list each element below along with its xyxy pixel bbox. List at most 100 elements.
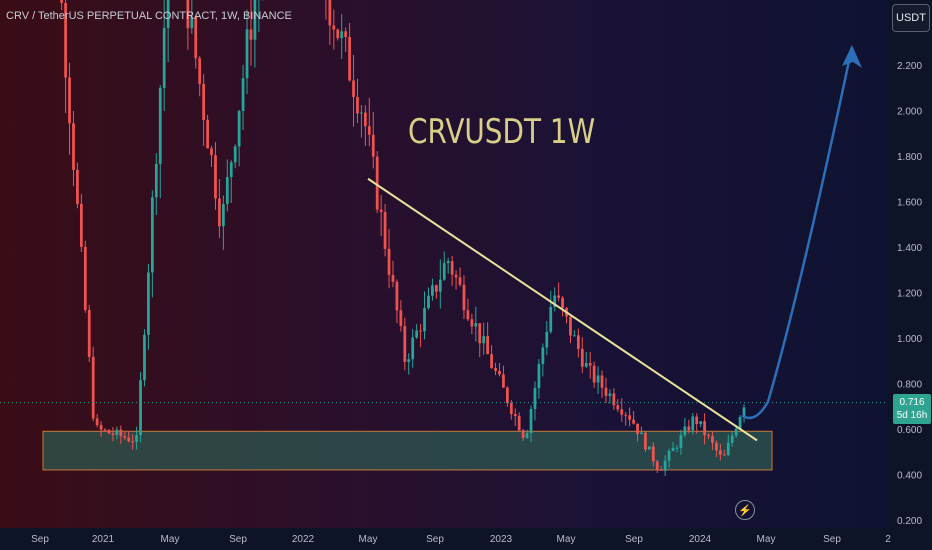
candle-body bbox=[486, 336, 490, 355]
candle-body bbox=[494, 367, 497, 371]
candle-body bbox=[687, 426, 691, 431]
x-tick-label: 2023 bbox=[490, 534, 513, 545]
candle-body bbox=[640, 432, 643, 435]
candle-body bbox=[722, 454, 726, 456]
candle-body bbox=[150, 197, 154, 273]
candle-body bbox=[363, 112, 367, 127]
candle-body bbox=[616, 405, 620, 410]
projection-arrow bbox=[741, 46, 854, 420]
x-tick-label: Sep bbox=[823, 534, 841, 545]
candle-body bbox=[115, 429, 119, 435]
candle-body bbox=[91, 356, 95, 419]
y-tick-label: 1.800 bbox=[897, 152, 922, 163]
candle-body bbox=[72, 123, 75, 170]
candle-body bbox=[707, 435, 710, 437]
candle-body bbox=[458, 277, 462, 285]
x-tick-label: 2024 bbox=[689, 534, 712, 545]
candle-body bbox=[111, 433, 115, 435]
candle-body bbox=[123, 436, 127, 438]
candle-body bbox=[734, 428, 738, 436]
candle-body bbox=[470, 319, 474, 327]
candle-body bbox=[383, 212, 387, 249]
candle-body bbox=[210, 148, 213, 156]
candle-body bbox=[237, 110, 241, 147]
currency-button[interactable]: USDT bbox=[892, 4, 930, 32]
candle-body bbox=[229, 162, 233, 178]
candle-body bbox=[64, 2, 67, 78]
candle-body bbox=[683, 426, 687, 435]
candle-body bbox=[76, 169, 79, 204]
x-tick-label: Sep bbox=[426, 534, 444, 545]
candle-body bbox=[659, 469, 663, 471]
candle-body bbox=[87, 309, 91, 357]
candle-body bbox=[596, 375, 600, 383]
candle-body bbox=[194, 16, 198, 59]
candle-body bbox=[490, 354, 493, 368]
candle-body bbox=[352, 80, 355, 98]
candle-body bbox=[576, 335, 580, 349]
candle-body bbox=[651, 446, 655, 462]
candle-body bbox=[387, 248, 391, 275]
candle-body bbox=[695, 416, 699, 425]
candle-body bbox=[730, 435, 734, 443]
candle-body bbox=[403, 326, 407, 362]
candle-body bbox=[79, 203, 83, 247]
candle-body bbox=[166, 0, 170, 28]
candle-body bbox=[162, 27, 166, 89]
candle-body bbox=[644, 432, 647, 450]
candle-body bbox=[371, 134, 375, 157]
candle-body bbox=[509, 402, 513, 415]
price-axis-background bbox=[888, 0, 932, 550]
candle-body bbox=[537, 364, 541, 389]
y-tick-label: 0.600 bbox=[897, 425, 922, 436]
x-tick-label: Sep bbox=[625, 534, 643, 545]
candle-body bbox=[119, 429, 123, 437]
candle-body bbox=[221, 204, 225, 227]
candle-body bbox=[427, 295, 430, 309]
candle-body bbox=[529, 409, 533, 433]
candle-body bbox=[561, 297, 564, 309]
descending-trendline bbox=[367, 177, 758, 442]
candle-body bbox=[620, 409, 624, 415]
candle-body bbox=[438, 279, 442, 292]
candle-body bbox=[356, 97, 359, 114]
candle-body bbox=[553, 295, 557, 308]
candle-body bbox=[143, 334, 146, 381]
candle-body bbox=[107, 430, 111, 434]
candle-body bbox=[131, 441, 135, 443]
y-tick-label: 0.200 bbox=[897, 516, 922, 527]
candle-body bbox=[395, 281, 399, 311]
candle-body bbox=[545, 331, 549, 348]
lightning-icon[interactable]: ⚡ bbox=[735, 500, 755, 520]
candle-body bbox=[391, 274, 395, 282]
candle-body bbox=[202, 83, 206, 120]
x-tick-label: May bbox=[359, 534, 378, 545]
candle-body bbox=[647, 446, 651, 450]
candle-body bbox=[375, 156, 379, 210]
chart-annotation-title: CRVUSDT 1W bbox=[408, 112, 596, 152]
last-price-value: 0.716 bbox=[899, 397, 925, 408]
candle-body bbox=[604, 387, 608, 396]
candle-body bbox=[632, 419, 635, 424]
candle-body bbox=[541, 347, 545, 365]
candle-body bbox=[103, 429, 107, 431]
candle-body bbox=[419, 330, 422, 332]
candle-body bbox=[655, 461, 659, 470]
candle-body bbox=[225, 177, 229, 205]
candle-body bbox=[431, 285, 434, 296]
x-tick-label: May bbox=[557, 534, 576, 545]
candle-body bbox=[434, 285, 438, 292]
y-tick-label: 1.200 bbox=[897, 289, 922, 300]
candle-body bbox=[466, 310, 470, 320]
y-tick-label: 1.000 bbox=[897, 334, 922, 345]
candle-body bbox=[190, 16, 194, 29]
candle-body bbox=[715, 442, 718, 451]
candle-body bbox=[139, 380, 142, 436]
candle-body bbox=[517, 415, 521, 431]
candle-body bbox=[154, 163, 158, 198]
candle-body bbox=[624, 414, 628, 416]
candle-body bbox=[367, 126, 371, 135]
candle-body bbox=[513, 414, 517, 416]
candle-body bbox=[573, 335, 576, 337]
